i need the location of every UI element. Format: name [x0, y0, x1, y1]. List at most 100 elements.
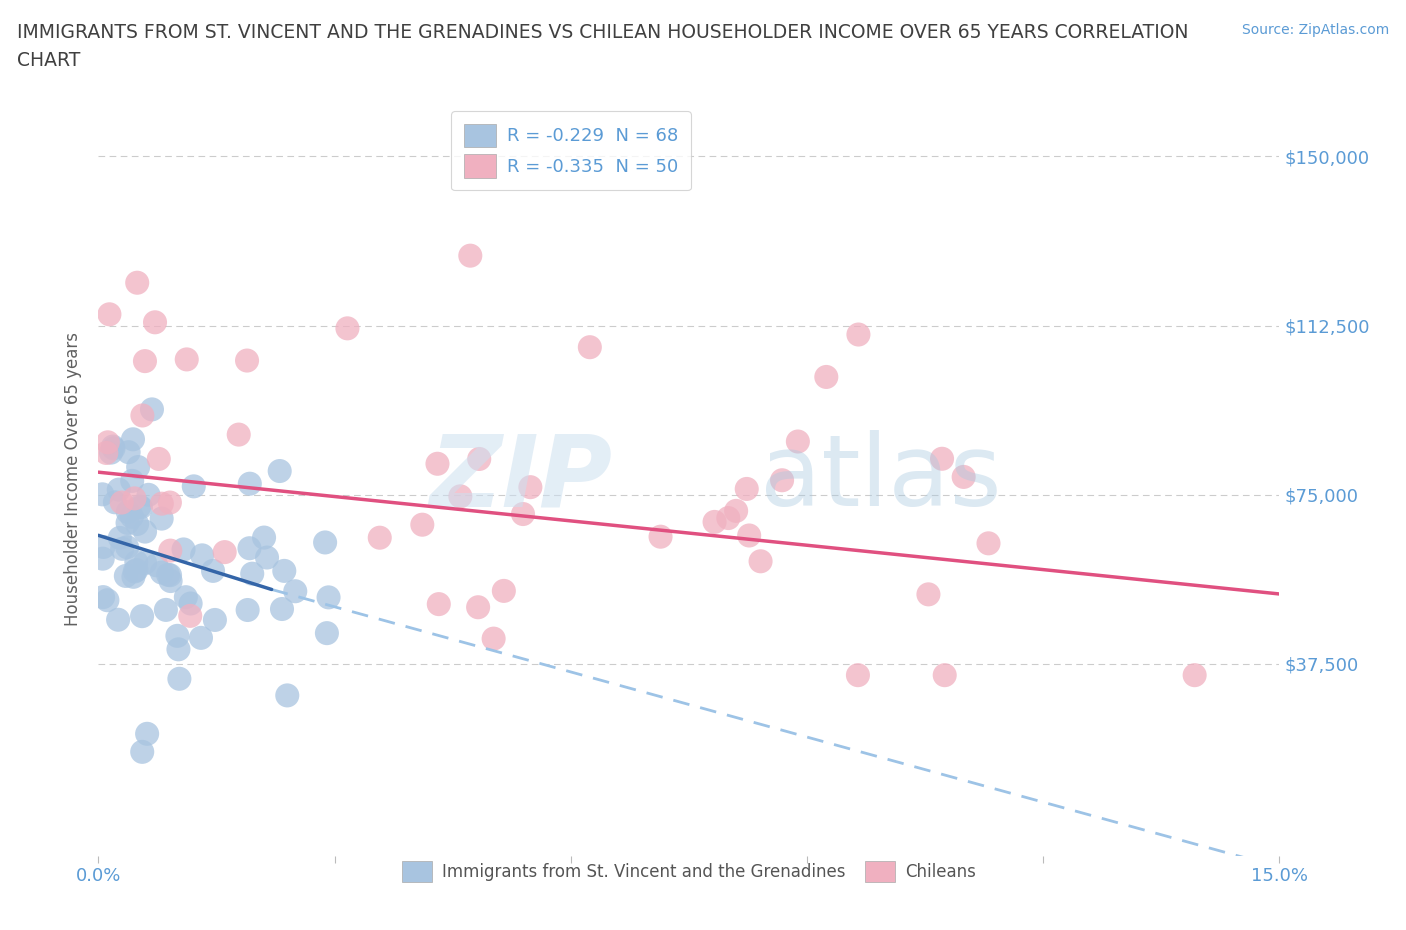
- Point: [131, 408, 153, 423]
- Point: [284, 584, 307, 599]
- Point: [134, 525, 156, 539]
- Point: [136, 726, 159, 741]
- Point: [492, 583, 515, 598]
- Point: [458, 248, 481, 263]
- Point: [96, 592, 118, 607]
- Point: [103, 441, 125, 456]
- Point: [519, 480, 541, 495]
- Point: [148, 451, 170, 466]
- Point: [93, 539, 115, 554]
- Point: [117, 515, 139, 530]
- Point: [91, 590, 114, 604]
- Point: [180, 596, 202, 611]
- Point: [124, 564, 146, 578]
- Point: [952, 470, 974, 485]
- Point: [159, 495, 181, 510]
- Point: [115, 539, 138, 554]
- Point: [124, 491, 146, 506]
- Point: [253, 530, 276, 545]
- Text: CHART: CHART: [17, 51, 80, 70]
- Point: [239, 476, 262, 491]
- Point: [202, 564, 225, 578]
- Point: [191, 548, 214, 563]
- Point: [138, 487, 160, 502]
- Point: [127, 275, 149, 290]
- Point: [134, 555, 156, 570]
- Point: [717, 511, 740, 525]
- Point: [725, 503, 748, 518]
- Point: [468, 452, 491, 467]
- Point: [240, 566, 263, 581]
- Point: [318, 590, 340, 604]
- Point: [512, 507, 534, 522]
- Point: [256, 550, 278, 565]
- Point: [91, 551, 114, 566]
- Point: [115, 568, 138, 583]
- Point: [107, 612, 129, 627]
- Point: [368, 530, 391, 545]
- Point: [467, 600, 489, 615]
- Point: [111, 541, 134, 556]
- Point: [101, 439, 124, 454]
- Point: [815, 369, 838, 384]
- Point: [738, 528, 761, 543]
- Point: [100, 445, 122, 460]
- Point: [770, 472, 793, 487]
- Point: [276, 688, 298, 703]
- Text: IMMIGRANTS FROM ST. VINCENT AND THE GRENADINES VS CHILEAN HOUSEHOLDER INCOME OVE: IMMIGRANTS FROM ST. VINCENT AND THE GREN…: [17, 23, 1188, 42]
- Point: [125, 563, 148, 578]
- Point: [579, 339, 602, 354]
- Point: [117, 504, 139, 519]
- Point: [336, 321, 359, 336]
- Text: ZIP: ZIP: [429, 431, 612, 527]
- Point: [735, 482, 758, 497]
- Point: [96, 445, 118, 460]
- Point: [228, 427, 250, 442]
- Point: [204, 613, 226, 628]
- Point: [314, 535, 336, 550]
- Point: [150, 497, 173, 512]
- Point: [167, 642, 190, 657]
- Point: [749, 554, 772, 569]
- Point: [127, 459, 149, 474]
- Point: [411, 517, 433, 532]
- Point: [159, 568, 181, 583]
- Text: Source: ZipAtlas.com: Source: ZipAtlas.com: [1241, 23, 1389, 37]
- Point: [134, 353, 156, 368]
- Point: [427, 597, 450, 612]
- Point: [166, 629, 188, 644]
- Point: [122, 569, 145, 584]
- Point: [131, 609, 153, 624]
- Point: [269, 463, 291, 478]
- Point: [150, 565, 173, 580]
- Point: [107, 482, 129, 497]
- Point: [141, 402, 163, 417]
- Point: [97, 435, 120, 450]
- Point: [482, 631, 505, 646]
- Point: [977, 536, 1000, 551]
- Point: [169, 671, 191, 686]
- Point: [157, 567, 180, 582]
- Point: [190, 631, 212, 645]
- Point: [931, 451, 953, 466]
- Point: [128, 499, 150, 514]
- Point: [273, 564, 295, 578]
- Point: [214, 545, 236, 560]
- Point: [125, 554, 148, 569]
- Point: [104, 495, 127, 510]
- Point: [1184, 668, 1206, 683]
- Point: [150, 512, 173, 526]
- Point: [703, 514, 725, 529]
- Point: [236, 353, 259, 368]
- Point: [173, 542, 195, 557]
- Point: [426, 457, 449, 472]
- Y-axis label: Householder Income Over 65 years: Householder Income Over 65 years: [65, 332, 83, 626]
- Legend: Immigrants from St. Vincent and the Grenadines, Chileans: Immigrants from St. Vincent and the Gren…: [395, 854, 983, 889]
- Point: [155, 603, 177, 618]
- Point: [271, 602, 294, 617]
- Point: [179, 608, 201, 623]
- Point: [449, 489, 471, 504]
- Point: [934, 668, 956, 683]
- Point: [108, 530, 131, 545]
- Point: [848, 327, 870, 342]
